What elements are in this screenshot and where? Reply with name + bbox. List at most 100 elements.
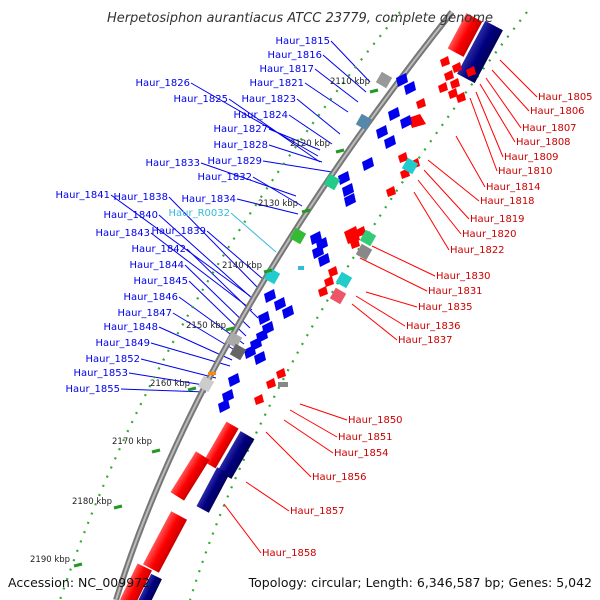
gene-label-left: Haur_1829 bbox=[207, 156, 262, 167]
gene-label-left: Haur_1817 bbox=[259, 64, 314, 75]
leader-line bbox=[427, 159, 480, 202]
gene-square-gray bbox=[355, 243, 373, 261]
gene-label-left: Haur_1826 bbox=[135, 78, 190, 89]
leader-line bbox=[283, 419, 334, 454]
leader-line bbox=[314, 68, 359, 103]
forward-gene-arrow bbox=[218, 399, 230, 413]
forward-gene-arrow bbox=[222, 389, 234, 403]
gene-label-left: Haur_1824 bbox=[233, 110, 288, 121]
forward-gene-arrow bbox=[312, 245, 324, 259]
gene-label-left: Haur_1838 bbox=[113, 192, 168, 203]
gene-label-right: Haur_1807 bbox=[522, 123, 577, 134]
leader-line bbox=[150, 232, 253, 311]
reverse-gene-arrow bbox=[266, 378, 276, 389]
leader-line bbox=[455, 135, 486, 188]
leader-line bbox=[230, 212, 277, 253]
forward-gene-arrow bbox=[384, 135, 396, 149]
leader-line bbox=[355, 295, 406, 327]
reverse-gene-arrow bbox=[324, 276, 334, 287]
gene-label-left: Haur_1849 bbox=[95, 338, 150, 349]
reverse-gene-arrow bbox=[276, 368, 286, 379]
leader-line bbox=[128, 372, 211, 387]
gene-square-cyan bbox=[335, 271, 353, 289]
gene-label-right: Haur_1850 bbox=[348, 415, 403, 426]
reverse-gene-arrow bbox=[318, 286, 328, 297]
gene-square-gray bbox=[225, 331, 243, 349]
reverse-gene-arrow bbox=[466, 66, 476, 77]
gene-small-orange bbox=[208, 372, 216, 375]
leader-line bbox=[190, 82, 319, 157]
forward-gene-arrow bbox=[396, 73, 408, 87]
gene-label-right: Haur_1819 bbox=[470, 214, 525, 225]
reverse-gene-arrow bbox=[344, 226, 360, 244]
reverse-gene-arrow bbox=[328, 266, 338, 277]
leader-line bbox=[371, 245, 436, 277]
forward-gene-arrow bbox=[338, 171, 350, 185]
map-title: Herpetosiphon aurantiacus ATCC 23779, co… bbox=[107, 11, 493, 26]
leader-line bbox=[268, 144, 323, 163]
gene-block-red bbox=[120, 563, 152, 600]
gene-label-right: Haur_1830 bbox=[436, 271, 491, 282]
backbone-highlight bbox=[115, 11, 453, 600]
leader-line bbox=[304, 82, 349, 113]
gene-square-green bbox=[359, 229, 377, 247]
leader-line bbox=[417, 179, 462, 235]
tick-mark bbox=[187, 386, 197, 392]
gene-label-left: Haur_1821 bbox=[249, 78, 304, 89]
leader-line bbox=[265, 431, 312, 478]
leader-line bbox=[200, 162, 297, 197]
forward-gene-arrow bbox=[282, 305, 294, 319]
gene-label-left: Haur_1852 bbox=[85, 354, 140, 365]
tick-label: 2130 kbp bbox=[258, 199, 298, 209]
reverse-gene-arrow bbox=[386, 186, 396, 197]
leader-line bbox=[359, 257, 428, 292]
forward-gene-arrow bbox=[344, 193, 356, 207]
gene-block-navy bbox=[196, 467, 230, 513]
leader-line bbox=[365, 291, 418, 308]
gene-label-left: Haur_1839 bbox=[151, 226, 206, 237]
tick-label: 2140 kbp bbox=[222, 261, 262, 271]
tick-mark bbox=[369, 88, 379, 94]
gene-label-right: Haur_1820 bbox=[462, 229, 517, 240]
forward-gene-arrow bbox=[400, 115, 412, 129]
forward-gene-arrow bbox=[342, 183, 354, 197]
gene-label-right: Haur_1809 bbox=[504, 152, 559, 163]
leader-line bbox=[469, 97, 498, 172]
leader-line bbox=[499, 59, 538, 98]
reverse-gene-arrow bbox=[440, 56, 450, 67]
gene-labels: Haur_1815 Haur_1816 Haur_1817 Haur_1826 Haur… bbox=[55, 36, 592, 559]
position-ticks: 2110 kbp 2120 kbp 2130 kbp 2140 kbp 2150 kbp… bbox=[30, 77, 379, 568]
leader-line bbox=[236, 198, 299, 215]
dotted-tracks bbox=[58, 11, 528, 600]
tick-mark bbox=[151, 448, 161, 454]
reverse-gene-arrow bbox=[254, 394, 264, 405]
leader-line bbox=[252, 176, 303, 207]
leader-line bbox=[268, 128, 321, 151]
genome-backbone bbox=[113, 10, 455, 600]
tick-label: 2110 kbp bbox=[330, 77, 370, 87]
gene-label-right: Haur_1814 bbox=[486, 182, 541, 193]
forward-gene-arrow bbox=[228, 373, 240, 387]
leader-line bbox=[262, 160, 333, 173]
gene-label-right: Haur_1831 bbox=[428, 286, 483, 297]
gene-label-left: Haur_1847 bbox=[117, 308, 172, 319]
gene-label-left: Haur_1834 bbox=[181, 194, 236, 205]
leader-line bbox=[485, 77, 522, 129]
leader-line bbox=[168, 196, 261, 291]
gene-label-left: Haur_1827 bbox=[213, 124, 268, 135]
gene-block-red bbox=[203, 421, 239, 469]
gene-label-right: Haur_1822 bbox=[450, 245, 505, 256]
gene-label-right: Haur_1835 bbox=[418, 302, 473, 313]
gene-label-left: Haur_1846 bbox=[123, 292, 178, 303]
forward-gene-arrow bbox=[318, 253, 330, 267]
leader-line bbox=[110, 194, 251, 297]
gene-label-left: Haur_1825 bbox=[173, 94, 228, 105]
leader-line bbox=[413, 191, 450, 251]
gene-label-left: Haur_1842 bbox=[131, 244, 186, 255]
gene-label-left: Haur_1845 bbox=[133, 276, 188, 287]
tick-mark bbox=[301, 208, 311, 214]
gene-label-left: Haur_1853 bbox=[73, 368, 128, 379]
gene-square-green bbox=[289, 227, 307, 245]
leader-line bbox=[289, 409, 338, 438]
rna-gene bbox=[298, 266, 304, 270]
